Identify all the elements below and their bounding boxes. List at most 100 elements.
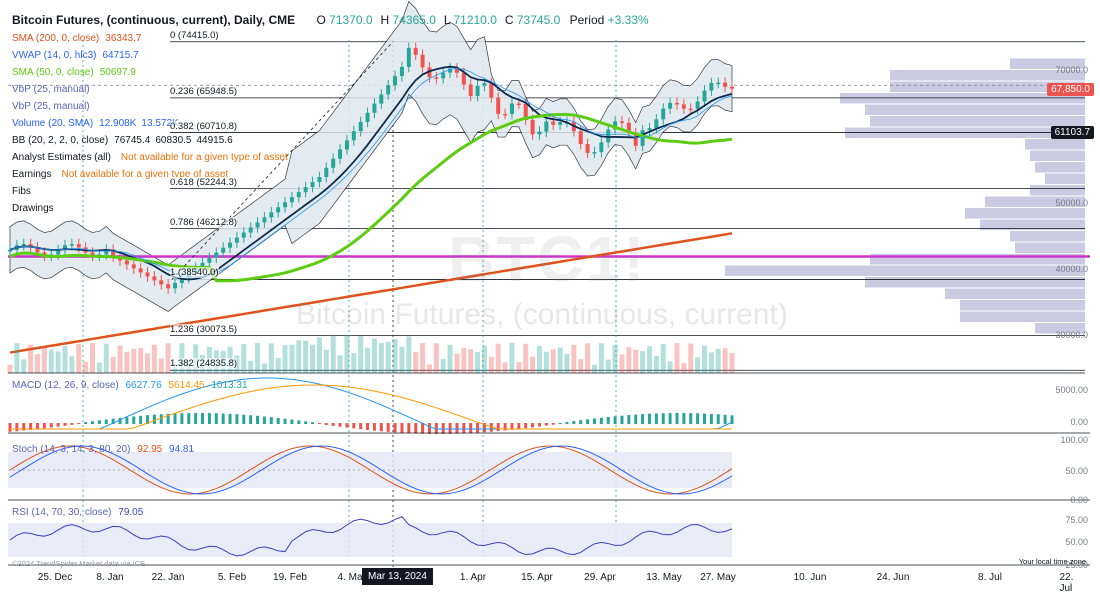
indicator-row[interactable]: BB (20, 2, 2, 0, close) 76745.4 60830.5 449… xyxy=(12,132,652,149)
volume-bar xyxy=(28,344,34,373)
legend-header: Bitcoin Futures, (continuous, current), … xyxy=(12,10,652,30)
volume-bar xyxy=(660,343,666,373)
indicator-row[interactable]: SMA (50, 0, close) 50697.9 xyxy=(12,64,652,81)
candle-body xyxy=(468,84,473,97)
candle-body xyxy=(289,197,294,203)
volume-bar xyxy=(62,346,68,373)
volume-bar xyxy=(598,343,604,373)
sma-50-line xyxy=(9,112,733,283)
volume-profile-bar xyxy=(1035,162,1085,173)
candle-body xyxy=(152,276,157,281)
watermark-symbol: BTC1! xyxy=(448,223,647,295)
candle-body xyxy=(262,217,267,223)
price-tag: 61103.7 xyxy=(1050,126,1094,139)
volume-bar xyxy=(344,335,350,373)
indicator-label: VbP (25, manual) xyxy=(12,101,90,112)
candle-body xyxy=(131,264,136,269)
macd-histogram-bar xyxy=(118,417,122,424)
macd-histogram-bar xyxy=(91,421,95,424)
indicator-row[interactable]: SMA (200, 0, close) 36343.7 xyxy=(12,30,652,47)
timezone-button[interactable]: Your local time zone xyxy=(1018,557,1086,566)
fib-level-label: 1.236 (30073.5) xyxy=(170,323,238,335)
macd-histogram-bar xyxy=(36,423,40,430)
volume-bar xyxy=(681,362,687,373)
candle-body xyxy=(551,121,556,125)
candle-body xyxy=(702,90,707,102)
volume-bar xyxy=(557,347,563,373)
candle-body xyxy=(283,202,288,208)
candle-body xyxy=(668,102,673,109)
macd-histogram-bar xyxy=(139,415,143,424)
rsi-label: RSI (14, 70, 30, close) xyxy=(12,507,112,518)
stoch-d-line xyxy=(9,445,733,495)
indicator-row[interactable]: VbP (25, manual) xyxy=(12,81,652,98)
ohlc-readout: O 71370.0 H 74365.0 L 71210.0 C 73745.0 xyxy=(308,13,560,27)
volume-bar xyxy=(674,343,680,373)
indicator-row[interactable]: Drawings xyxy=(12,200,652,217)
candle-body xyxy=(276,207,281,213)
volume-profile-bar xyxy=(865,104,1085,115)
candle-body xyxy=(482,83,487,86)
candle-body xyxy=(303,187,308,193)
macd-histogram-bar xyxy=(565,421,569,424)
candle-body xyxy=(516,103,521,106)
volume-bar xyxy=(646,346,652,373)
volume-bar xyxy=(413,351,419,373)
rsi-band xyxy=(8,523,732,557)
macd-histogram-bar xyxy=(152,414,156,424)
volume-bar xyxy=(323,349,329,373)
macd-histogram-bar xyxy=(297,420,301,424)
indicator-row[interactable]: Volume (20, SMA) 12.908K 13.572K xyxy=(12,115,652,132)
vwap-line xyxy=(9,65,733,281)
volume-bar xyxy=(365,347,371,373)
macd-histogram-bar xyxy=(146,415,150,424)
indicator-value: 1013.31 xyxy=(208,380,248,391)
volume-bar xyxy=(440,358,446,373)
macd-histogram-bar xyxy=(366,423,370,430)
indicator-row[interactable]: Analyst Estimates (all) Not available for… xyxy=(12,149,652,166)
volume-profile-bar xyxy=(1035,323,1085,334)
macd-histogram-bar xyxy=(304,421,308,424)
volume-profile-bar xyxy=(1015,242,1085,253)
indicator-row[interactable]: VWAP (14, 0, hlc3) 64715.7 xyxy=(12,47,652,64)
indicator-row[interactable]: VbP (25, manual) xyxy=(12,98,652,115)
macd-histogram-bar xyxy=(276,417,280,424)
macd-histogram-bar xyxy=(606,416,610,424)
macd-histogram-bar xyxy=(56,423,60,427)
indicator-row[interactable]: Fibs xyxy=(12,183,652,200)
macd-histogram-bar xyxy=(586,419,590,424)
candle-body xyxy=(661,108,666,120)
macd-histogram-bar xyxy=(634,414,638,424)
price-axis-tick: 70000.0 xyxy=(1055,65,1088,75)
volume-bar xyxy=(385,342,391,373)
volume-bar xyxy=(564,353,570,373)
volume-bar xyxy=(117,345,123,373)
volume-profile-bar xyxy=(945,288,1085,299)
price-axis-tick: 50000.0 xyxy=(1055,197,1088,208)
price-axis-tick: 40000.0 xyxy=(1055,263,1088,274)
volume-bar xyxy=(578,359,584,373)
volume-profile-bar xyxy=(890,81,1085,92)
fib-level-label: 0.618 (52244.3) xyxy=(170,176,238,188)
macd-histogram-bar xyxy=(647,413,651,424)
candle-body xyxy=(509,103,514,114)
time-axis-tick: 24. Jun xyxy=(876,572,910,583)
volume-bar xyxy=(103,343,109,373)
macd-histogram-bar xyxy=(462,423,466,434)
volume-bar xyxy=(688,343,694,373)
volume-bar xyxy=(406,336,412,373)
indicator-row[interactable]: Earnings Not available for a given type o… xyxy=(12,166,652,183)
macd-histogram-bar xyxy=(173,413,177,424)
volume-bar xyxy=(378,342,384,373)
macd-histogram-bar xyxy=(283,418,287,424)
volume-bar xyxy=(90,343,96,373)
candle-body xyxy=(723,82,728,87)
candle-body xyxy=(35,247,40,253)
volume-bar xyxy=(14,343,20,373)
macd-signal-line xyxy=(10,384,732,430)
indicator-list: SMA (200, 0, close) 36343.7 VWAP (14, 0, h… xyxy=(12,30,652,217)
macd-histogram-bar xyxy=(290,419,294,424)
candle-body xyxy=(523,103,528,121)
macd-histogram-bar xyxy=(620,415,624,424)
macd-histogram-bar xyxy=(331,423,335,426)
